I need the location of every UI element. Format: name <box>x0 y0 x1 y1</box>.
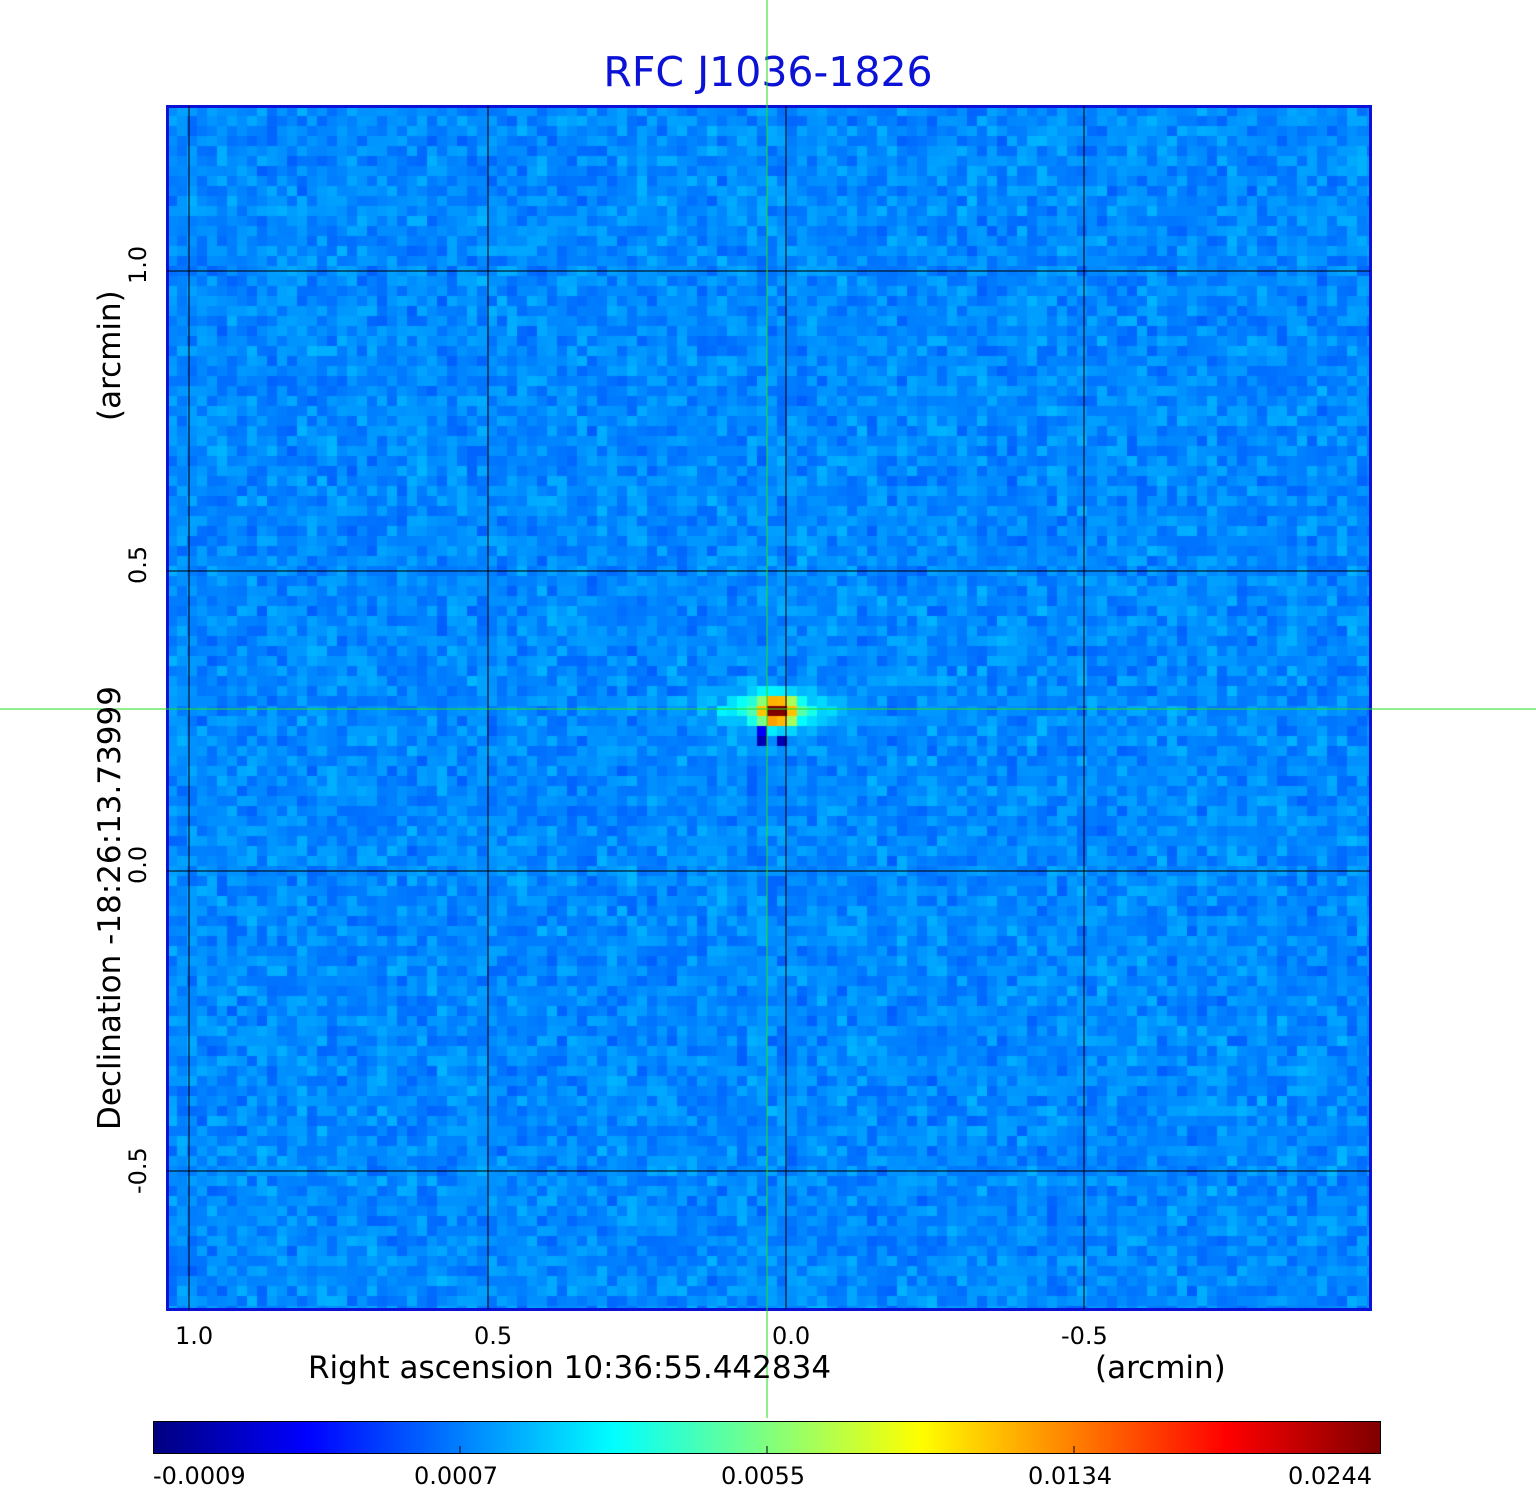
y-tick-label: 0.0 <box>124 845 152 884</box>
x-tick-label: 0.0 <box>772 1322 811 1350</box>
y-tick-label: 1.0 <box>124 245 152 284</box>
colorbar-tick-label: 0.0055 <box>721 1462 805 1490</box>
colorbar-tick-label: -0.0009 <box>153 1462 246 1490</box>
y-axis-unit: (arcmin) <box>92 290 128 421</box>
y-axis-label: Declination -18:26:13.73999 <box>92 686 128 1130</box>
y-tick-label: 0.5 <box>124 545 152 584</box>
image-frame <box>166 105 1372 1311</box>
x-tick-label: -0.5 <box>1061 1322 1108 1350</box>
sky-image-canvas[interactable] <box>167 106 1370 1309</box>
x-tick-label: 1.0 <box>175 1322 214 1350</box>
colorbar-tick-label: 0.0007 <box>414 1462 498 1490</box>
x-axis-label: Right ascension 10:36:55.442834 <box>308 1350 832 1386</box>
x-tick-label: 0.5 <box>474 1322 513 1350</box>
x-axis-unit: (arcmin) <box>1095 1350 1226 1386</box>
colorbar-tick-label: 0.0134 <box>1028 1462 1112 1490</box>
figure-title: RFC J1036-1826 <box>603 48 933 96</box>
y-tick-label: -0.5 <box>124 1147 152 1194</box>
colorbar-tick-label: 0.0244 <box>1288 1462 1372 1490</box>
